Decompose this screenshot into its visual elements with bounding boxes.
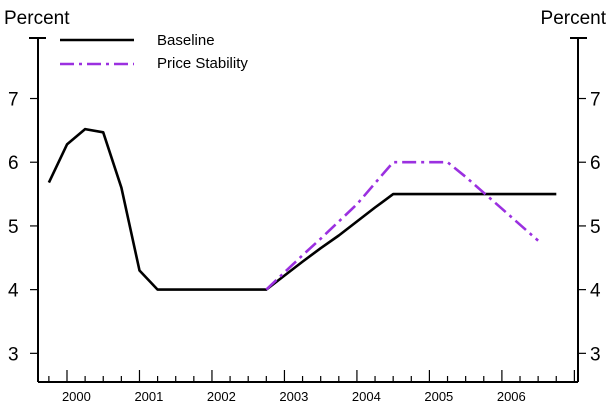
y-tick-label-right-5: 5 [590,217,601,238]
y-tick-label-left-4: 4 [8,281,19,302]
y-ticks: 3 3 4 4 5 5 6 6 7 7 [8,90,601,366]
legend-label-baseline: Baseline [157,32,215,49]
legend-label-price-stability: Price Stability [157,55,248,72]
y-tick-label-right-7: 7 [590,90,601,111]
y-tick-label-right-4: 4 [590,281,601,302]
x-tick-label-2004: 2004 [352,389,381,404]
y-tick-label-left-6: 6 [8,153,19,174]
y-tick-label-left-5: 5 [8,217,19,238]
x-tick-label-2001: 2001 [134,389,163,404]
axes [29,37,587,383]
series-layer [47,127,557,291]
x-tick-label-2005: 2005 [424,389,453,404]
legend: Baseline Price Stability [60,32,248,72]
y-tick-label-right-3: 3 [590,344,601,365]
x-ticks: 2000 2001 2002 2003 2004 2005 2006 [48,370,575,404]
series-line-price-stability [265,160,539,291]
left-unit-label: Percent [4,8,70,29]
x-tick-label-2000: 2000 [62,389,91,404]
x-tick-label-2002: 2002 [207,389,236,404]
x-tick-label-2003: 2003 [279,389,308,404]
right-unit-label: Percent [541,8,607,29]
y-tick-label-left-3: 3 [8,344,19,365]
y-tick-label-left-7: 7 [8,90,19,111]
x-tick-label-2006: 2006 [497,389,526,404]
y-tick-label-right-6: 6 [590,153,601,174]
series-line-baseline [47,127,557,291]
